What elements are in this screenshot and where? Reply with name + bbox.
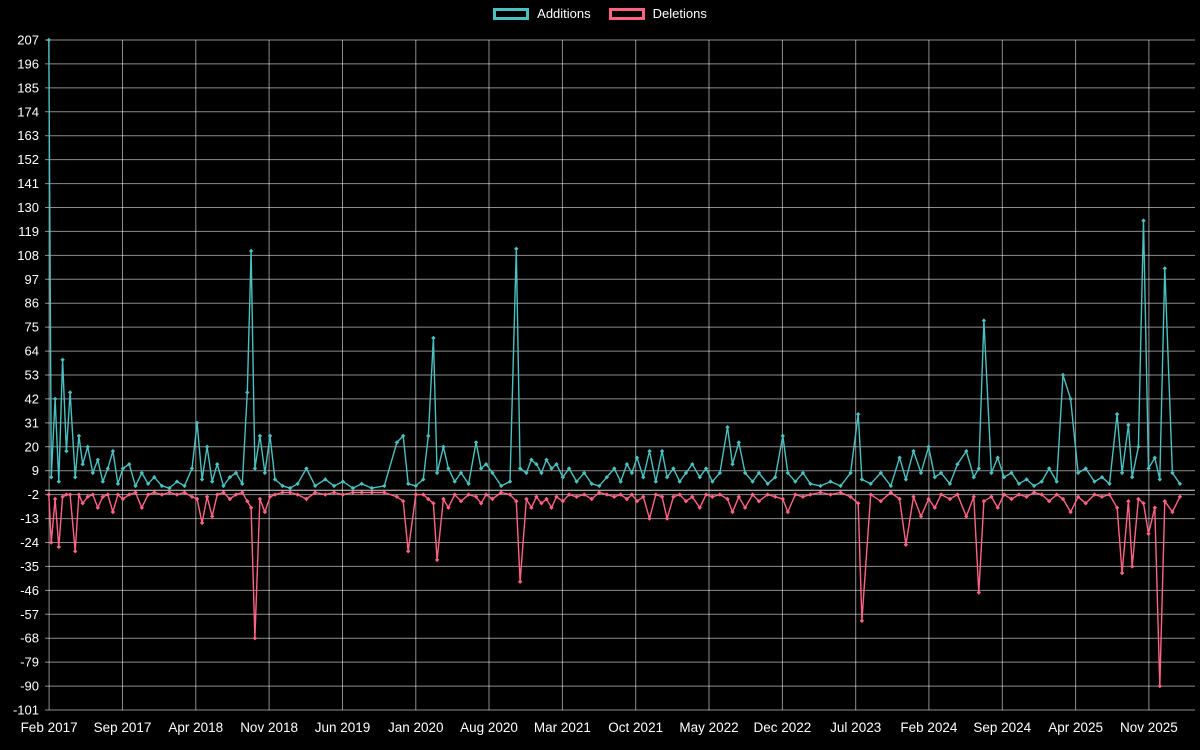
svg-text:Apr 2018: Apr 2018 <box>168 720 223 735</box>
svg-text:-79: -79 <box>20 655 39 670</box>
svg-text:64: 64 <box>25 344 39 359</box>
svg-text:-57: -57 <box>20 607 39 622</box>
svg-text:Jun 2019: Jun 2019 <box>315 720 371 735</box>
svg-text:-46: -46 <box>20 583 39 598</box>
svg-text:108: 108 <box>17 248 39 263</box>
svg-text:-68: -68 <box>20 631 39 646</box>
svg-text:Aug 2020: Aug 2020 <box>460 720 518 735</box>
svg-text:152: 152 <box>17 152 39 167</box>
legend-item-deletions[interactable]: Deletions <box>608 6 707 21</box>
svg-text:42: 42 <box>25 391 39 406</box>
svg-text:Nov 2018: Nov 2018 <box>240 720 298 735</box>
svg-text:Sep 2024: Sep 2024 <box>973 720 1031 735</box>
svg-text:Feb 2017: Feb 2017 <box>21 720 78 735</box>
svg-text:174: 174 <box>17 104 39 119</box>
chart-legend: Additions Deletions <box>0 7 1200 21</box>
deletions-legend-label: Deletions <box>652 6 707 21</box>
additions-legend-swatch <box>493 8 530 20</box>
svg-text:53: 53 <box>25 368 39 383</box>
svg-text:Nov 2025: Nov 2025 <box>1120 720 1178 735</box>
additions-legend-label: Additions <box>537 6 591 21</box>
svg-text:86: 86 <box>25 296 39 311</box>
svg-text:196: 196 <box>17 56 39 71</box>
svg-text:-101: -101 <box>13 703 39 718</box>
svg-text:-90: -90 <box>20 679 39 694</box>
svg-text:9: 9 <box>32 463 39 478</box>
svg-text:-13: -13 <box>20 511 39 526</box>
svg-text:141: 141 <box>17 176 39 191</box>
svg-text:-35: -35 <box>20 559 39 574</box>
svg-text:Feb 2024: Feb 2024 <box>900 720 958 735</box>
svg-text:May 2022: May 2022 <box>679 720 738 735</box>
svg-text:31: 31 <box>25 415 39 430</box>
svg-text:Dec 2022: Dec 2022 <box>754 720 812 735</box>
svg-text:185: 185 <box>17 80 39 95</box>
deletions-legend-swatch <box>608 8 645 20</box>
svg-text:207: 207 <box>17 33 39 48</box>
svg-text:-2: -2 <box>27 487 39 502</box>
svg-text:Oct 2021: Oct 2021 <box>608 720 663 735</box>
svg-text:Apr 2025: Apr 2025 <box>1048 720 1103 735</box>
svg-text:Mar 2021: Mar 2021 <box>534 720 591 735</box>
legend-item-additions[interactable]: Additions <box>493 6 591 21</box>
svg-text:20: 20 <box>25 439 39 454</box>
svg-text:163: 163 <box>17 128 39 143</box>
svg-text:Jan 2020: Jan 2020 <box>388 720 444 735</box>
svg-text:119: 119 <box>18 224 39 239</box>
svg-text:75: 75 <box>25 320 39 335</box>
svg-text:130: 130 <box>17 200 39 215</box>
svg-text:-24: -24 <box>20 535 39 550</box>
svg-text:Jul 2023: Jul 2023 <box>830 720 881 735</box>
svg-text:Sep 2017: Sep 2017 <box>94 720 152 735</box>
svg-text:97: 97 <box>25 272 39 287</box>
